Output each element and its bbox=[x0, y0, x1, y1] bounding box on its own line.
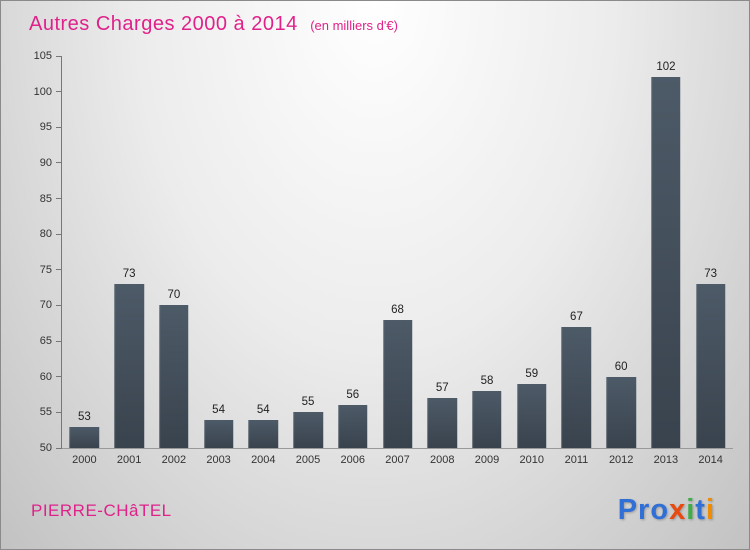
x-tick-label: 2001 bbox=[116, 454, 142, 466]
bar-value-label: 58 bbox=[480, 374, 494, 387]
bar-slot: 73 2001 bbox=[107, 56, 152, 466]
bar-2007 bbox=[382, 319, 413, 448]
brand-letter: t bbox=[695, 494, 706, 526]
x-tick-label: 2008 bbox=[430, 454, 455, 466]
x-tick-label: 2013 bbox=[653, 454, 679, 466]
bar-value-label: 102 bbox=[656, 61, 676, 74]
x-tick-label: 2004 bbox=[251, 454, 276, 466]
bar-slot: 55 2005 bbox=[286, 56, 331, 466]
x-tick-label: 2002 bbox=[161, 454, 187, 466]
brand-letter: P bbox=[617, 494, 639, 526]
x-tick-label: 2007 bbox=[385, 454, 410, 466]
y-tick-label: 60 bbox=[39, 370, 52, 383]
y-tick-label: 100 bbox=[33, 85, 52, 98]
chart-header: Autres Charges 2000 à 2014 (en milliers … bbox=[29, 13, 398, 36]
y-tick-label: 90 bbox=[39, 156, 52, 169]
bar-2011 bbox=[561, 326, 592, 448]
y-tick-label: 50 bbox=[39, 442, 52, 454]
bar-2003 bbox=[203, 419, 234, 448]
bar-slot: 67 2011 bbox=[554, 56, 599, 466]
y-tick-label: 55 bbox=[39, 406, 52, 419]
y-tick-label: 70 bbox=[39, 299, 52, 312]
bar-2014 bbox=[695, 284, 726, 448]
y-tick-label: 75 bbox=[39, 263, 52, 276]
bar-value-label: 54 bbox=[256, 403, 270, 416]
bar-slot: 58 2009 bbox=[465, 56, 510, 466]
bar-slot: 68 2007 bbox=[375, 56, 420, 466]
bar-value-label: 54 bbox=[212, 403, 225, 416]
brand-letter: r bbox=[638, 494, 651, 526]
bar-value-label: 53 bbox=[77, 410, 91, 423]
bars-row: 53 2000 73 2001 70 2002 54 2003 54 2004 55 2005 56 20… bbox=[62, 56, 733, 466]
brand-logo: Proxiti bbox=[618, 494, 715, 527]
bar-2000 bbox=[69, 426, 100, 448]
brand-letter: x bbox=[669, 494, 687, 526]
x-tick-label: 2012 bbox=[608, 454, 634, 466]
bar-slot: 70 2002 bbox=[151, 56, 196, 466]
bar-2005 bbox=[293, 412, 323, 448]
bar-value-label: 59 bbox=[525, 367, 539, 380]
x-tick-label: 2005 bbox=[295, 454, 321, 466]
y-tick-label: 65 bbox=[39, 335, 52, 348]
bar-value-label: 56 bbox=[346, 389, 360, 402]
brand-letter: o bbox=[650, 494, 670, 526]
bar-value-label: 70 bbox=[167, 289, 181, 302]
bar-value-label: 55 bbox=[301, 396, 315, 409]
bar-2001 bbox=[114, 284, 144, 448]
brand-letter: i bbox=[686, 494, 696, 526]
x-tick-label: 2000 bbox=[72, 454, 97, 466]
x-tick-label: 2009 bbox=[474, 454, 500, 466]
chart-title: Autres Charges 2000 à 2014 bbox=[29, 13, 298, 35]
bar-slot: 102 2013 bbox=[644, 56, 689, 466]
bar-slot: 60 2012 bbox=[599, 56, 644, 466]
bar-value-label: 60 bbox=[614, 360, 628, 373]
bar-2012 bbox=[606, 376, 636, 448]
bar-slot: 73 2014 bbox=[688, 56, 733, 466]
bar-slot: 59 2010 bbox=[509, 56, 554, 466]
bar-2008 bbox=[427, 398, 457, 448]
footer-location: PIERRE-CHâTEL bbox=[31, 501, 172, 520]
brand-letter: i bbox=[705, 494, 715, 526]
bar-slot: 53 2000 bbox=[62, 56, 107, 466]
y-tick-label: 95 bbox=[39, 121, 52, 134]
x-tick-label: 2011 bbox=[564, 454, 589, 466]
x-tick-label: 2003 bbox=[206, 454, 231, 466]
bar-value-label: 57 bbox=[435, 382, 449, 395]
bar-value-label: 73 bbox=[122, 268, 136, 281]
plot-area: 50 55 60 65 70 75 80 85 90 95 100 105 53 2000 73 2001 7… bbox=[34, 50, 733, 466]
bar-slot: 54 2003 bbox=[196, 56, 241, 466]
bar-2006 bbox=[338, 405, 368, 448]
bar-value-label: 68 bbox=[391, 303, 404, 316]
bar-2004 bbox=[248, 419, 279, 448]
bar-value-label: 73 bbox=[704, 268, 718, 281]
bar-2009 bbox=[472, 390, 502, 448]
bar-value-label: 67 bbox=[570, 310, 583, 323]
y-tick-label: 85 bbox=[39, 192, 52, 205]
chart-subtitle: (en milliers d'€) bbox=[310, 18, 398, 33]
bar-slot: 56 2006 bbox=[330, 56, 375, 466]
x-tick-label: 2010 bbox=[519, 454, 544, 466]
y-tick-label: 80 bbox=[39, 228, 52, 241]
x-tick-label: 2006 bbox=[340, 454, 366, 466]
bar-slot: 57 2008 bbox=[420, 56, 465, 466]
bar-2002 bbox=[159, 305, 189, 448]
y-tick-label: 105 bbox=[33, 50, 52, 62]
bar-2013 bbox=[651, 77, 681, 448]
x-tick-label: 2014 bbox=[698, 454, 723, 466]
bar-slot: 54 2004 bbox=[241, 56, 286, 466]
bar-2010 bbox=[516, 383, 547, 448]
